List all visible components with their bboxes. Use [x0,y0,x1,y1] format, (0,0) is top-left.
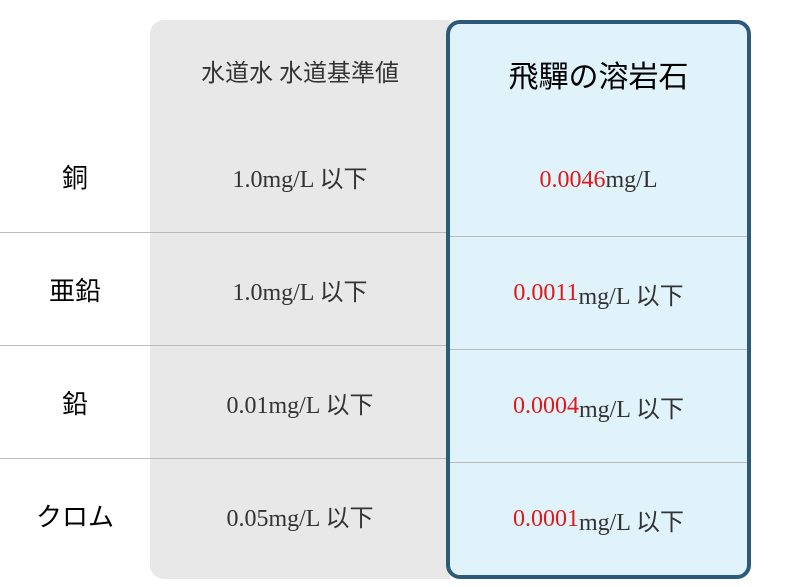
standard-value: 0.05mg/L 以下 [150,459,450,571]
standard-column: 水道水 水道基準値 1.0mg/L 以下 1.0mg/L 以下 0.01mg/L… [150,20,450,579]
hida-value: 0.0001mg/L 以下 [450,463,747,575]
row-label: 亜鉛 [0,233,150,345]
hida-header: 飛驒の溶岩石 [450,24,747,124]
hida-number: 0.0011 [513,280,578,307]
hida-unit: mg/L [606,167,658,194]
hida-column: 飛驒の溶岩石 0.0046mg/L 0.0011mg/L 以下 0.0004mg… [446,20,751,579]
hida-value: 0.0011mg/L 以下 [450,237,747,349]
row-label: 銅 [0,120,150,232]
label-header [0,20,150,120]
standard-value: 0.01mg/L 以下 [150,346,450,458]
label-column: 銅 亜鉛 鉛 クロム [0,20,150,579]
hida-unit: mg/L 以下 [579,276,684,311]
standard-value: 1.0mg/L 以下 [150,120,450,232]
standard-header: 水道水 水道基準値 [150,20,450,120]
hida-number: 0.0004 [513,393,579,420]
row-label: 鉛 [0,346,150,458]
hida-number: 0.0001 [513,506,579,533]
hida-number: 0.0046 [540,167,606,194]
hida-unit: mg/L 以下 [579,389,684,424]
standard-value: 1.0mg/L 以下 [150,233,450,345]
row-label: クロム [0,459,150,571]
hida-unit: mg/L 以下 [579,502,684,537]
hida-value: 0.0004mg/L 以下 [450,350,747,462]
comparison-table: 銅 亜鉛 鉛 クロム 水道水 水道基準値 1.0mg/L 以下 1.0mg/L … [0,0,790,579]
hida-value: 0.0046mg/L [450,124,747,236]
